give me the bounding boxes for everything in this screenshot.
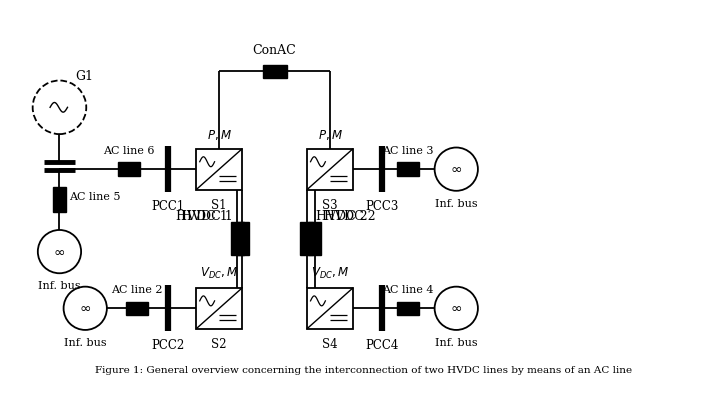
Text: $\infty$: $\infty$ <box>450 162 462 176</box>
Text: HVDC 2: HVDC 2 <box>316 210 368 223</box>
Bar <box>300 222 313 256</box>
Text: AC line 6: AC line 6 <box>103 146 155 156</box>
Bar <box>119 162 140 176</box>
Bar <box>307 288 353 329</box>
Text: PCC3: PCC3 <box>365 200 398 213</box>
Bar <box>53 187 66 213</box>
Text: S3: S3 <box>322 199 338 212</box>
Text: PCC4: PCC4 <box>365 339 398 352</box>
Bar <box>308 222 321 256</box>
Text: PCC1: PCC1 <box>151 200 185 213</box>
Text: Inf. bus: Inf. bus <box>435 199 478 209</box>
Text: PCC2: PCC2 <box>151 339 185 352</box>
Text: $\infty$: $\infty$ <box>53 245 65 259</box>
Text: $V_{DC}, M$: $V_{DC}, M$ <box>200 266 238 282</box>
Text: Inf. bus: Inf. bus <box>435 338 478 348</box>
Text: Figure 1: General overview concerning the interconnection of two HVDC lines by m: Figure 1: General overview concerning th… <box>95 366 632 375</box>
Text: HVDC 1: HVDC 1 <box>181 210 233 223</box>
Text: HVDC 1: HVDC 1 <box>176 210 228 223</box>
Bar <box>196 288 242 329</box>
Text: $P, M$: $P, M$ <box>206 128 232 142</box>
Text: AC line 4: AC line 4 <box>382 286 434 295</box>
Text: HVDC 2: HVDC 2 <box>324 210 375 223</box>
Text: S2: S2 <box>212 338 227 351</box>
Text: AC line 2: AC line 2 <box>111 286 163 295</box>
Text: ConAC: ConAC <box>253 44 297 57</box>
Text: AC line 3: AC line 3 <box>382 146 434 156</box>
Bar <box>236 222 249 256</box>
Bar <box>307 149 353 190</box>
Text: Inf. bus: Inf. bus <box>64 338 107 348</box>
Bar <box>230 222 244 256</box>
Text: AC line 5: AC line 5 <box>69 192 120 202</box>
Text: Inf. bus: Inf. bus <box>38 281 81 291</box>
Text: $\infty$: $\infty$ <box>450 301 462 315</box>
Text: $\infty$: $\infty$ <box>79 301 92 315</box>
Text: $P, M$: $P, M$ <box>318 128 342 142</box>
Text: $V_{DC}, M$: $V_{DC}, M$ <box>311 266 349 282</box>
Text: G1: G1 <box>76 70 94 83</box>
Text: S4: S4 <box>322 338 338 351</box>
Bar <box>262 64 286 78</box>
Bar <box>397 302 419 315</box>
Bar <box>397 162 419 176</box>
Bar <box>126 302 148 315</box>
Text: S1: S1 <box>212 199 227 212</box>
Bar <box>196 149 242 190</box>
